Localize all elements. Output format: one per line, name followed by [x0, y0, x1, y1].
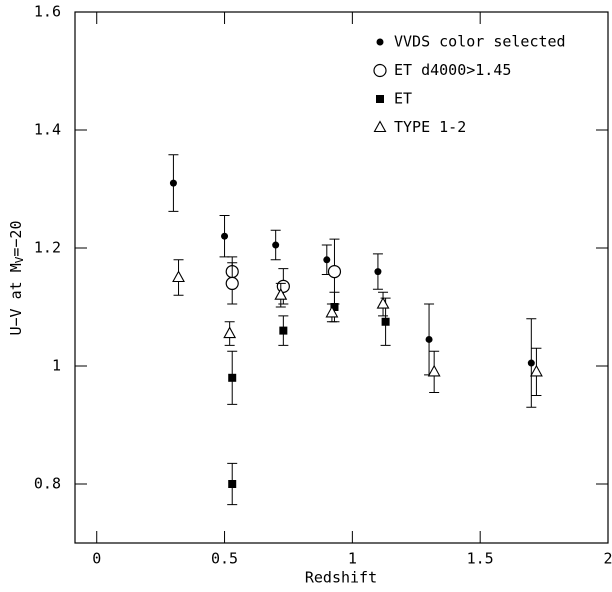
- point: [276, 279, 290, 293]
- y-tick-label: 1.4: [34, 121, 61, 139]
- x-tick-label: 1.5: [467, 550, 494, 568]
- x-tick-label: 0.5: [211, 550, 238, 568]
- point: [228, 480, 237, 488]
- y-tick-label: 1.6: [34, 3, 61, 21]
- point: [279, 326, 288, 335]
- point: [529, 364, 543, 377]
- point: [169, 179, 177, 187]
- point: [172, 270, 185, 283]
- point: [225, 276, 239, 290]
- legend-marker: [376, 95, 384, 103]
- point: [327, 265, 342, 279]
- y-tick-label: 1: [52, 357, 61, 375]
- point: [228, 373, 237, 382]
- legend-marker: [373, 63, 387, 78]
- x-tick-label: 2: [603, 550, 612, 568]
- point: [223, 326, 237, 339]
- point: [374, 268, 382, 276]
- legend-label: ET d4000>1.45: [394, 61, 511, 79]
- x-axis-label: Redshift: [305, 569, 377, 587]
- point: [527, 359, 535, 367]
- y-label-main: U−V at M: [7, 263, 25, 335]
- y-axis-label: U−V at MV=−20: [7, 221, 27, 336]
- point: [330, 303, 339, 311]
- point: [323, 256, 331, 264]
- point: [272, 241, 280, 249]
- point: [376, 296, 390, 309]
- y-label-tail: =−20: [7, 221, 25, 257]
- point: [381, 317, 390, 326]
- legend-marker: [376, 38, 384, 46]
- point: [274, 288, 288, 300]
- point: [221, 232, 229, 240]
- legend-label: TYPE 1-2: [394, 118, 466, 136]
- legend-marker: [373, 120, 387, 133]
- point: [325, 305, 339, 318]
- x-tick-label: 1: [348, 550, 357, 568]
- plot-frame: [74, 11, 609, 544]
- y-label-sub: V: [13, 256, 26, 263]
- point: [425, 335, 433, 343]
- legend-label: VVDS color selected: [394, 33, 566, 51]
- y-tick-label: 1.2: [34, 239, 61, 257]
- legend-label: ET: [394, 90, 412, 108]
- point: [427, 364, 441, 377]
- y-tick-label: 0.8: [34, 475, 61, 493]
- x-tick-label: 0: [92, 550, 101, 568]
